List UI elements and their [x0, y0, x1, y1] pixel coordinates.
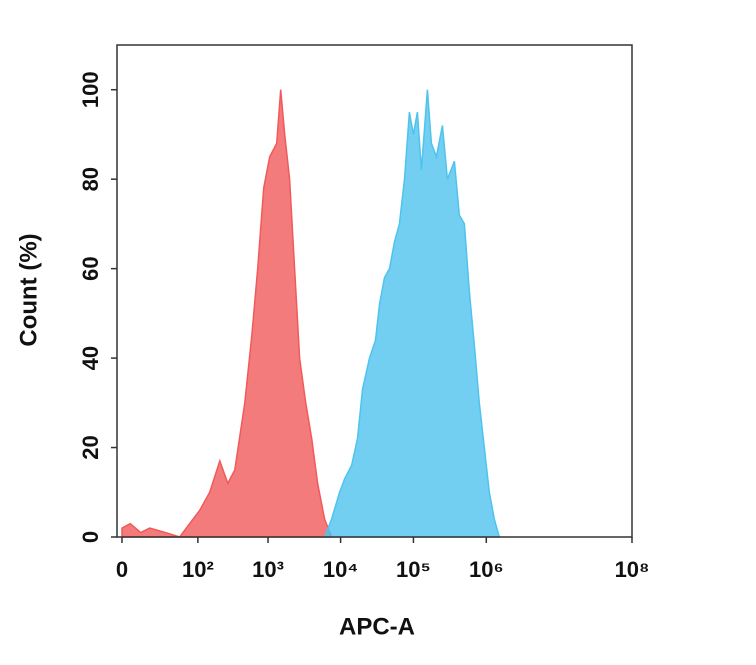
x-axis-title: APC-A — [339, 613, 415, 640]
y-axis-title: Count (%) — [15, 233, 42, 346]
y-tick-label: 40 — [78, 346, 103, 370]
y-tick-label: 0 — [78, 531, 103, 543]
y-tick-label: 80 — [78, 167, 103, 191]
histogram-area — [323, 89, 501, 538]
x-tick-label: 10⁴ — [323, 557, 358, 582]
plot-frame — [116, 44, 633, 538]
x-tick-label: 10⁵ — [396, 557, 431, 582]
x-tick-label: 10² — [182, 557, 214, 582]
x-tick-label: 10⁸ — [615, 557, 650, 582]
x-tick-label: 0 — [116, 557, 128, 582]
x-tick-label: 10³ — [252, 557, 284, 582]
y-tick-label: 60 — [78, 256, 103, 280]
x-tick-label: 10⁶ — [469, 557, 504, 582]
y-tick-label: 20 — [78, 435, 103, 459]
y-tick-label: 100 — [78, 71, 103, 108]
histogram-area — [121, 89, 333, 538]
